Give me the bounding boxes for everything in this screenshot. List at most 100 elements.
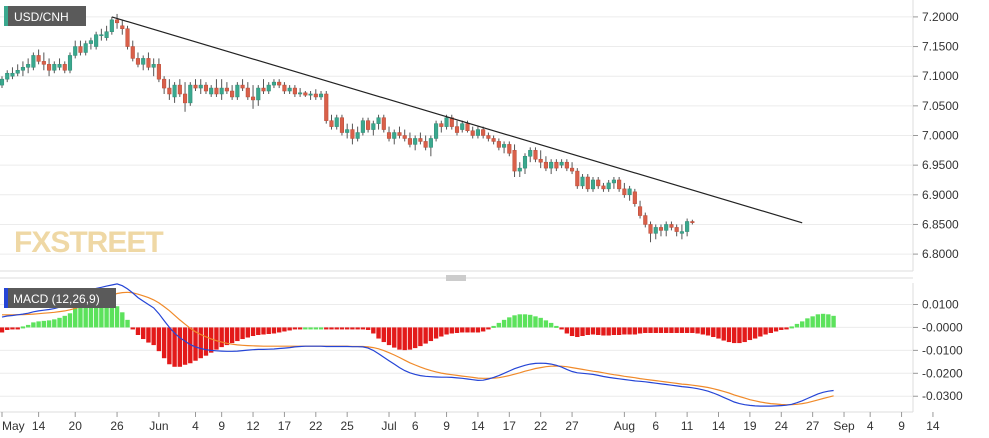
histogram-bar [752, 327, 758, 339]
candle-body [371, 123, 376, 130]
histogram-bar [507, 317, 512, 328]
candle-body [313, 93, 318, 98]
candle-body [26, 64, 31, 68]
pane-splitter[interactable] [0, 275, 913, 281]
histogram-bar [46, 320, 52, 328]
candle [685, 218, 690, 237]
macd-tick-label: 0.0100 [922, 297, 959, 311]
candle-body [198, 84, 203, 89]
histogram-bar [67, 313, 73, 328]
candle-body [643, 215, 648, 225]
histogram-bar [695, 327, 700, 334]
candle [371, 120, 376, 136]
candle [203, 82, 209, 94]
candle [517, 162, 522, 178]
histogram-bar [355, 327, 360, 330]
candle-body [298, 92, 303, 95]
histogram-bar [266, 327, 271, 334]
candle [287, 85, 292, 94]
candle-body [73, 46, 78, 56]
price-y-ticks: 7.2000 7.1500 7.1000 7.0500 7.0000 6.9500 6.90… [913, 10, 959, 261]
histogram-bar [36, 321, 41, 328]
candle-body [648, 224, 653, 234]
candle [538, 150, 543, 169]
candle [658, 224, 664, 237]
candle-body [303, 92, 308, 96]
histogram-bar [496, 322, 502, 328]
histogram-bar [146, 327, 151, 343]
candle-body [564, 161, 569, 169]
candle [407, 132, 412, 148]
histogram-bar [794, 323, 800, 328]
price-tick-label: 7.2000 [922, 10, 959, 24]
candle-body [632, 191, 637, 204]
x-tick-label: 22 [534, 419, 548, 433]
candle-body [109, 19, 114, 32]
histogram-bar [214, 327, 219, 350]
candle [156, 58, 161, 83]
candle [125, 25, 130, 50]
histogram-bar [276, 327, 282, 333]
histogram-bar [392, 327, 397, 348]
candle-body [397, 132, 402, 136]
candle-body [596, 179, 601, 187]
histogram-bar [418, 327, 423, 347]
histogram-bar [172, 327, 177, 367]
candle-body [240, 84, 245, 89]
candle-body [543, 161, 548, 169]
candle-body [575, 170, 580, 187]
histogram-bar [559, 327, 564, 330]
histogram-bar [0, 327, 5, 333]
candle [115, 13, 120, 29]
candle [580, 174, 585, 189]
candle-body [329, 120, 334, 127]
histogram-bar [779, 327, 784, 330]
histogram-bar [397, 327, 402, 350]
histogram-bar [31, 322, 36, 328]
histogram-bar [245, 327, 251, 338]
candle-body [481, 129, 486, 136]
candle-body [381, 117, 386, 130]
candle-body [538, 158, 543, 163]
histogram-bar [261, 327, 266, 335]
candle [334, 114, 339, 130]
candle-body [491, 138, 496, 142]
histogram-bar [799, 321, 805, 328]
x-tick-label: 27 [806, 419, 820, 433]
histogram-bar [815, 314, 821, 328]
candle-body [57, 64, 62, 68]
histogram-bar [235, 327, 240, 342]
histogram-bar [240, 327, 245, 340]
x-tick-label: Sep [833, 419, 855, 433]
candle-body [271, 81, 277, 86]
histogram-bar [130, 327, 135, 330]
histogram-bar [78, 302, 83, 328]
candle [183, 82, 188, 112]
histogram-bar [826, 314, 831, 328]
indicator-label-box [4, 288, 116, 308]
histogram-bar [20, 326, 26, 329]
x-tick-label: Jul [381, 419, 396, 433]
candle [104, 25, 109, 41]
histogram-bar [198, 327, 203, 359]
candle [146, 52, 151, 71]
histogram-bar [632, 327, 638, 335]
candle [235, 82, 240, 100]
histogram-bar [120, 312, 125, 328]
x-tick-label: 4 [192, 419, 199, 433]
histogram-bar [732, 327, 737, 344]
candle-body [475, 129, 480, 136]
candle-body [318, 93, 324, 98]
indicator-label-accent [4, 288, 8, 308]
candle [345, 123, 350, 139]
histogram-bar [580, 327, 585, 337]
candle [512, 144, 517, 178]
candle [198, 79, 203, 94]
candle-body [135, 58, 141, 65]
candle [73, 40, 78, 59]
candle-body [282, 84, 287, 92]
candle-body [486, 135, 491, 139]
candle-body [418, 138, 423, 142]
candle-body [339, 117, 344, 133]
